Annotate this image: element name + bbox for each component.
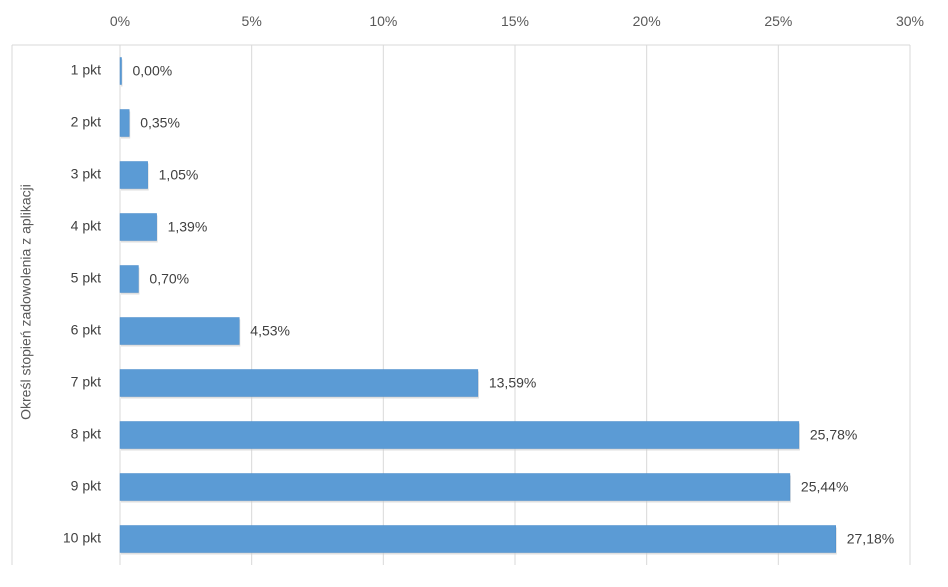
bar bbox=[119, 317, 240, 345]
x-tick-label: 20% bbox=[633, 13, 661, 29]
data-label: 13,59% bbox=[489, 375, 536, 391]
data-label: 0,70% bbox=[149, 271, 189, 287]
category-label: 1 pkt bbox=[71, 62, 101, 78]
bar bbox=[119, 369, 479, 397]
category-label: 3 pkt bbox=[71, 166, 101, 182]
y-axis-label: Określ stopień zadowolenia z aplikacji bbox=[18, 184, 34, 420]
x-tick-label: 0% bbox=[110, 13, 130, 29]
category-label: 2 pkt bbox=[71, 114, 101, 130]
bars bbox=[119, 57, 837, 555]
data-label: 25,44% bbox=[801, 479, 848, 495]
bar bbox=[119, 161, 148, 189]
category-labels: 1 pkt 2 pkt 3 pkt 4 pkt 5 pkt 6 pkt 7 pkt 8 pkt… bbox=[63, 62, 101, 546]
bar bbox=[119, 421, 800, 449]
category-label: 8 pkt bbox=[71, 426, 101, 442]
bar bbox=[119, 109, 130, 137]
category-label: 9 pkt bbox=[71, 478, 101, 494]
data-label: 1,39% bbox=[168, 219, 208, 235]
data-labels: 0,00% 0,35% 1,05% 1,39% 0,70% 4,53% 13,59% 25,7… bbox=[133, 63, 895, 547]
data-label: 4,53% bbox=[250, 323, 290, 339]
category-label: 6 pkt bbox=[71, 322, 101, 338]
bar bbox=[119, 213, 157, 241]
data-label: 25,78% bbox=[810, 427, 857, 443]
category-label: 4 pkt bbox=[71, 218, 101, 234]
x-tick-label: 10% bbox=[369, 13, 397, 29]
bar bbox=[119, 525, 836, 553]
category-label: 7 pkt bbox=[71, 374, 101, 390]
category-label: 5 pkt bbox=[71, 270, 101, 286]
bar bbox=[119, 57, 122, 85]
data-label: 27,18% bbox=[847, 531, 894, 547]
data-label: 0,00% bbox=[133, 63, 173, 79]
data-label: 1,05% bbox=[159, 167, 199, 183]
x-tick-label: 15% bbox=[501, 13, 529, 29]
x-tick-label: 5% bbox=[242, 13, 262, 29]
bar bbox=[119, 473, 791, 501]
data-label: 0,35% bbox=[140, 115, 180, 131]
bar bbox=[119, 265, 139, 293]
category-label: 10 pkt bbox=[63, 530, 101, 546]
x-axis-ticks: 0% 5% 10% 15% 20% 25% 30% bbox=[110, 13, 924, 29]
x-tick-label: 25% bbox=[764, 13, 792, 29]
x-tick-label: 30% bbox=[896, 13, 924, 29]
